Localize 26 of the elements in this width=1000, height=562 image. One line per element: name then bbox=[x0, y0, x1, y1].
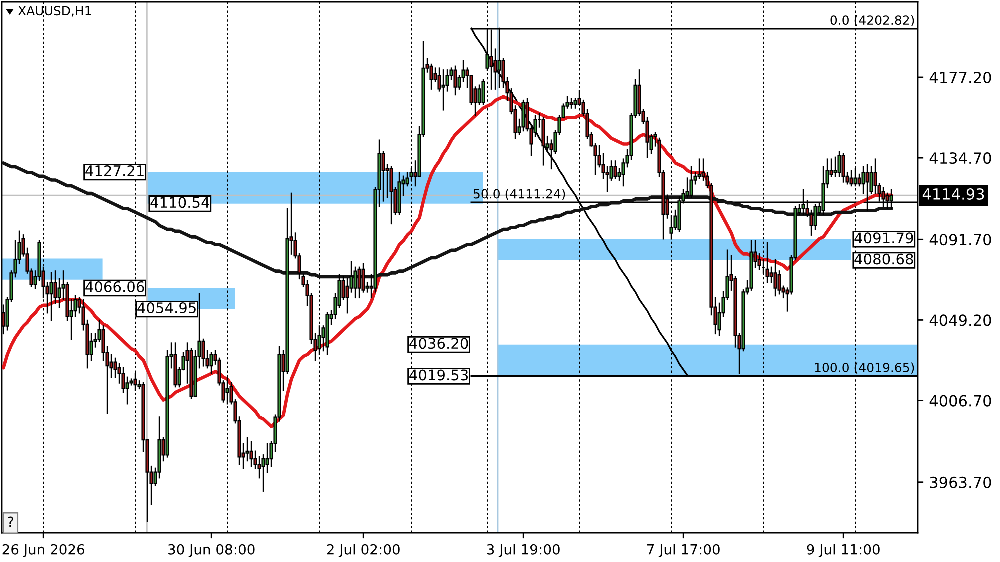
annotation: 4091.79 bbox=[854, 232, 914, 244]
y-tick-label: 4134.70 bbox=[930, 152, 992, 164]
y-tick-label: 4091.70 bbox=[930, 234, 992, 246]
y-tick-label: 4177.20 bbox=[930, 72, 992, 84]
annotation: ? bbox=[8, 516, 14, 528]
annotation: 4080.68 bbox=[854, 254, 914, 265]
x-tick-label: 30 Jun 08:00 bbox=[168, 544, 255, 558]
x-tick-label: 3 Jul 19:00 bbox=[487, 544, 560, 558]
ref-line-label: 50.0 (4111.24) bbox=[474, 189, 566, 200]
annotation: 4127.21 bbox=[86, 165, 144, 176]
y-tick-label: 3963.70 bbox=[930, 476, 992, 488]
x-tick-label: 26 Jun 2026 bbox=[2, 544, 84, 558]
x-tick-label: 2 Jul 02:00 bbox=[327, 544, 400, 558]
ref-line-label: 0.0 (4202.82) bbox=[830, 15, 914, 27]
ref-line-label: 100.0 (4019.65) bbox=[815, 362, 914, 374]
x-tick-label: 7 Jul 17:00 bbox=[648, 544, 720, 558]
y-tick-label: 4049.20 bbox=[930, 314, 992, 326]
y-tick-label: 4006.70 bbox=[930, 395, 992, 407]
annotation: 4066.06 bbox=[86, 281, 144, 292]
annotation: 4019.53 bbox=[410, 370, 468, 381]
annotation: 4110.54 bbox=[150, 197, 210, 208]
chart-title: XAUUSD,H1 bbox=[18, 6, 92, 17]
annotation: 4054.95 bbox=[138, 302, 196, 314]
annotation: 4036.20 bbox=[410, 338, 468, 350]
x-tick-label: 9 Jul 11:00 bbox=[807, 544, 880, 558]
ref-line-label: 4114.93 bbox=[922, 188, 984, 200]
